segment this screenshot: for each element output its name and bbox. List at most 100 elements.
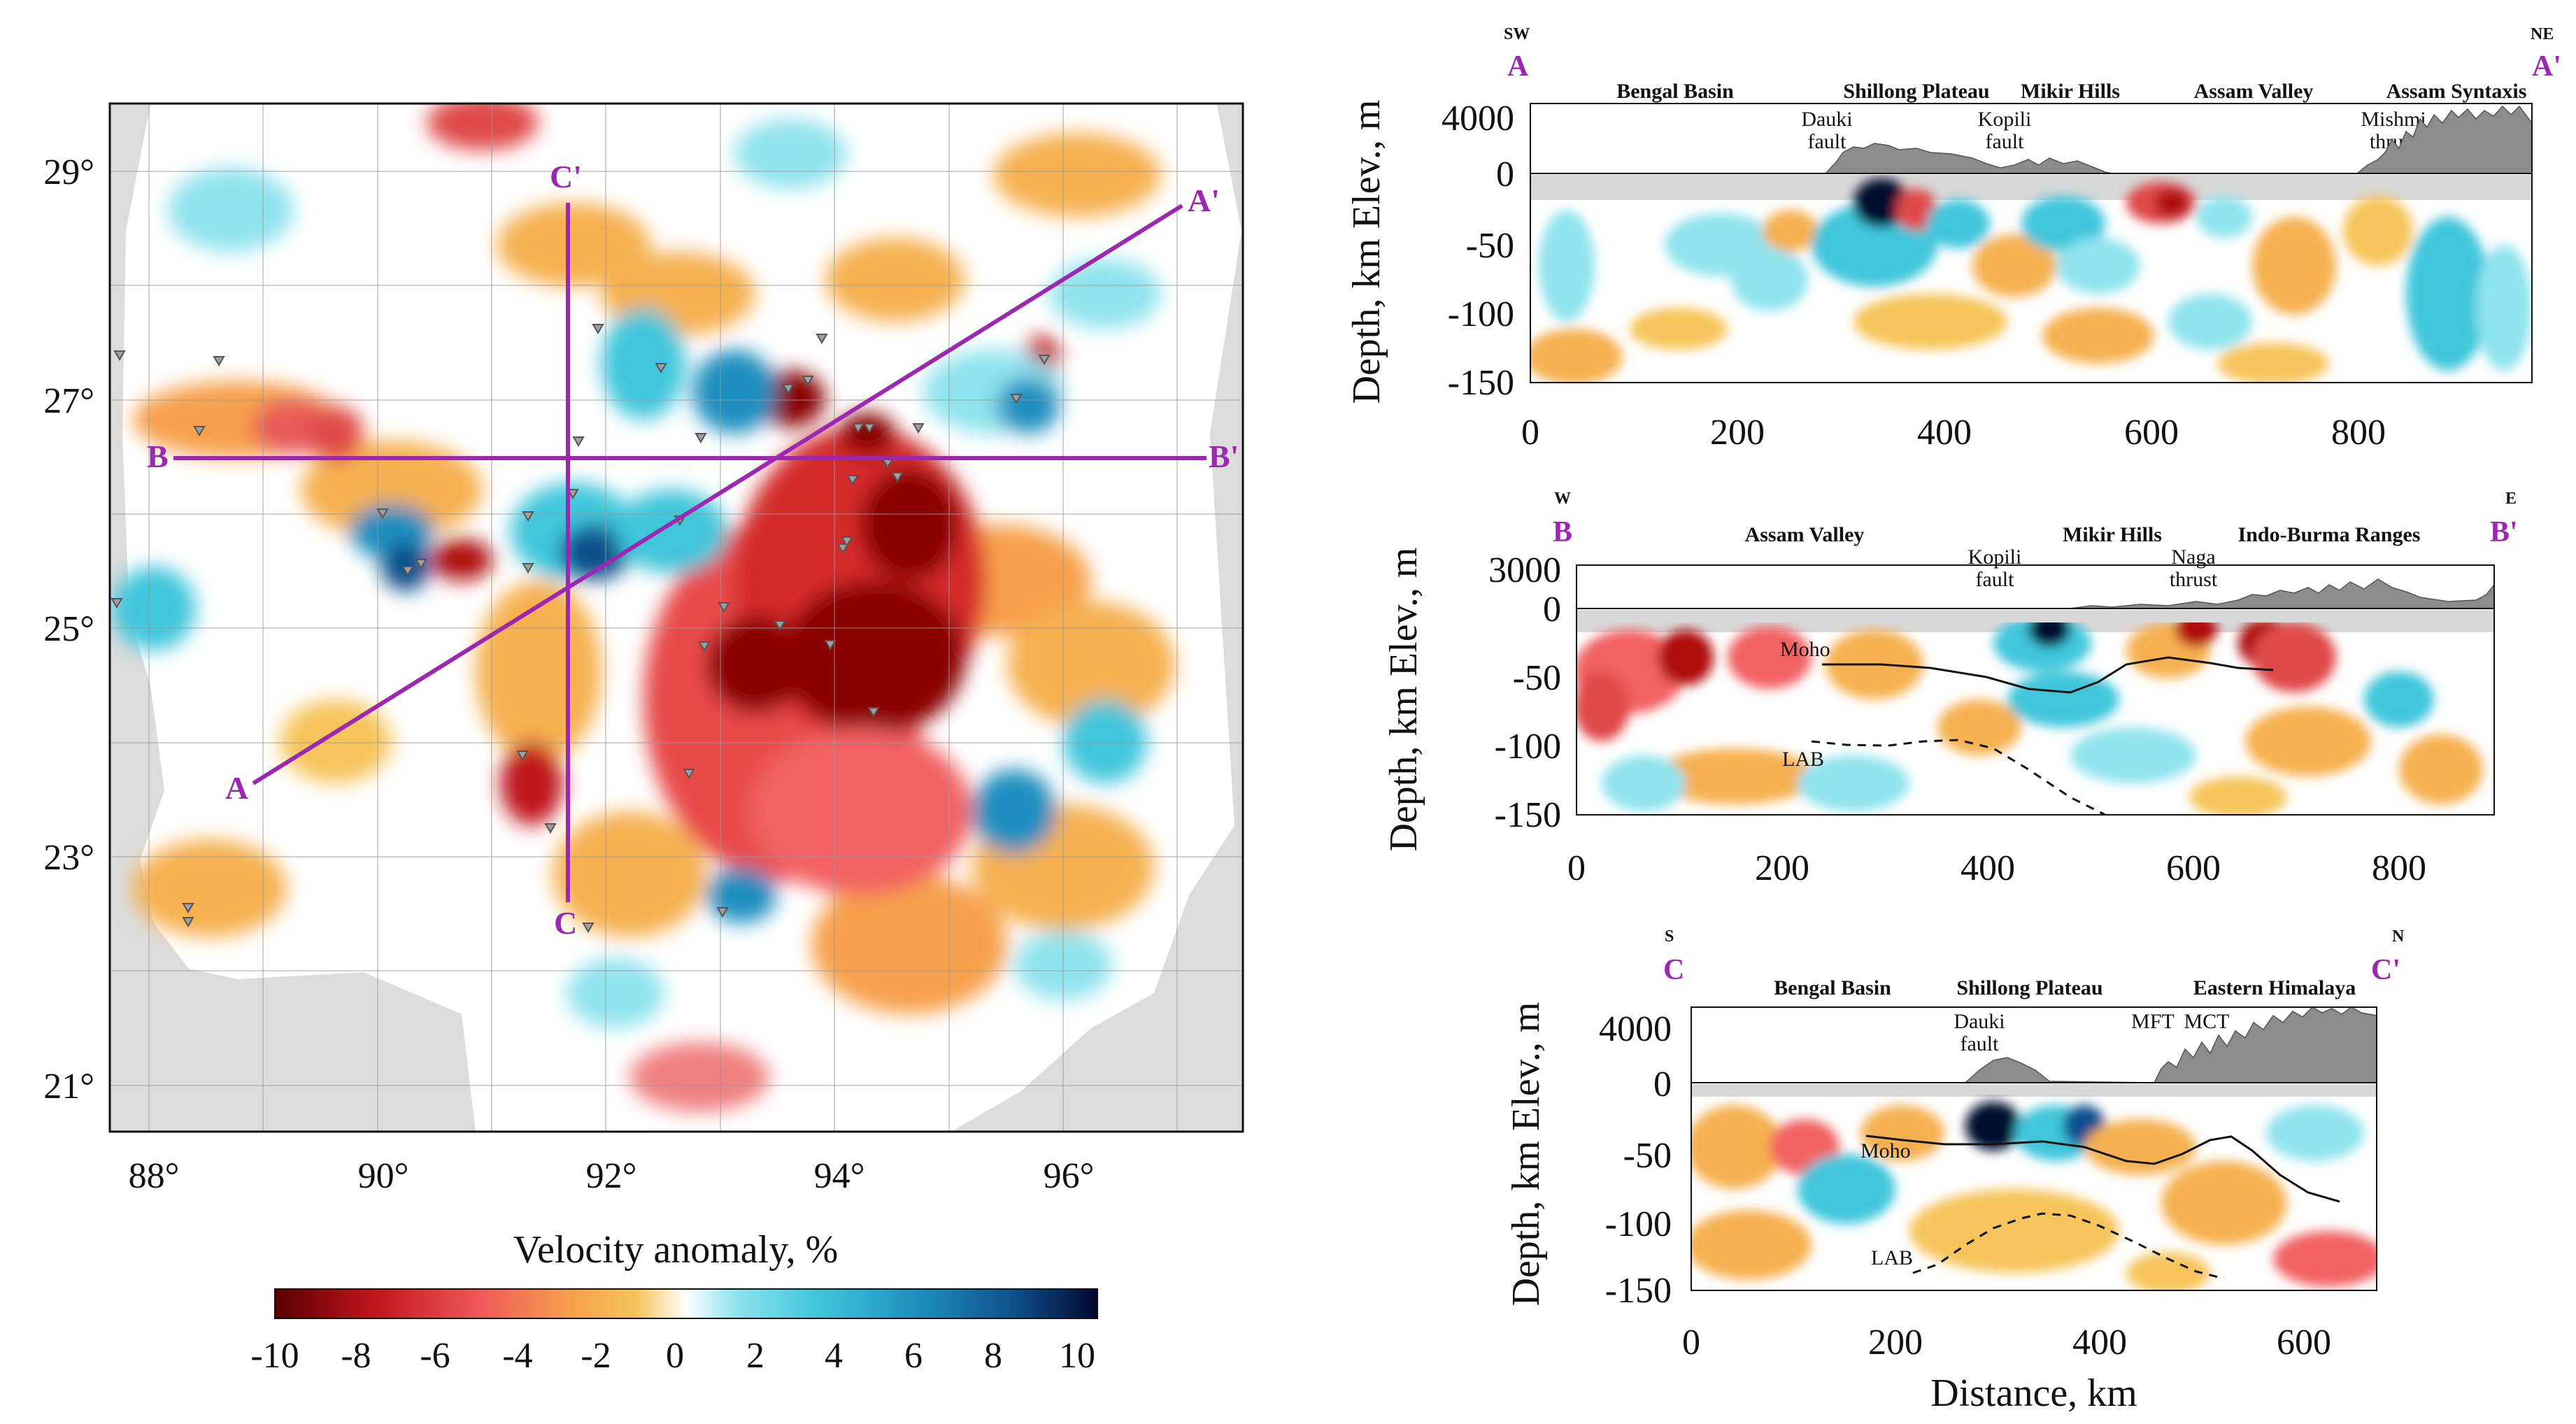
distance-tick: 200 xyxy=(1710,413,1765,453)
region-label: Shillong Plateau xyxy=(1956,976,2102,999)
elev-tick: 0 xyxy=(1543,590,1561,629)
section-dir-end: N xyxy=(2392,927,2405,946)
elev-tick: 4000 xyxy=(1599,1009,1672,1049)
region-label: Bengal Basin xyxy=(1616,80,1734,103)
distance-tick: 600 xyxy=(2277,1323,2331,1362)
profile-line-aa xyxy=(252,204,1183,785)
region-label: Shillong Plateau xyxy=(1843,80,1989,103)
section-bb: W E B B' Assam Valley Mikir Hills Indo-B… xyxy=(1382,490,2518,888)
moho-label: Moho xyxy=(1860,1139,1911,1162)
feature-label: MFT xyxy=(2131,1010,2175,1033)
lab-line xyxy=(1811,739,2106,816)
region-label: Assam Valley xyxy=(1745,523,1865,546)
section-dir-end: E xyxy=(2505,490,2517,508)
region-label: Mikir Hills xyxy=(2063,523,2162,546)
distance-tick: 200 xyxy=(1755,848,1809,888)
section-dir-start: W xyxy=(1554,490,1571,508)
profile-label-b-prime: B' xyxy=(1209,439,1239,474)
feature-label: Kopili fault xyxy=(1978,108,2032,153)
colorbar-tick: 0 xyxy=(666,1336,684,1376)
region-label: Indo-Burma Ranges xyxy=(2238,523,2421,546)
region-label: Eastern Himalaya xyxy=(2193,976,2356,999)
section-cc: S N C C' Bengal Basin Shillong Plateau E… xyxy=(1504,927,2405,1415)
velocity-anomaly-map: A A' B B' C C' 29° 27° 25° 23° 21° 88° 9… xyxy=(43,102,1244,1196)
colorbar-tick: -2 xyxy=(581,1336,611,1376)
moho-label: Moho xyxy=(1780,638,1830,661)
lab-label: LAB xyxy=(1782,748,1824,771)
colorbar-tick: -10 xyxy=(250,1336,299,1376)
section-end-label: A' xyxy=(2532,50,2561,83)
section-end-label: C' xyxy=(2371,954,2400,986)
moho-line xyxy=(1865,1134,2340,1203)
section-y-axis-label: Depth, km Elev., m xyxy=(1345,100,1388,404)
station-markers xyxy=(111,324,1051,933)
distance-tick: 400 xyxy=(1917,413,1972,453)
profile-label-c-prime: C' xyxy=(550,159,582,194)
latitude-labels: 29° 27° 25° 23° 21° xyxy=(43,152,94,1106)
colorbar-tick: 8 xyxy=(984,1336,1002,1376)
topography-profile xyxy=(1691,1006,2377,1083)
section-dir-start: S xyxy=(1665,927,1674,946)
feature-line: fault xyxy=(1986,130,2025,153)
lat-label: 29° xyxy=(43,152,94,192)
section-start-label: B xyxy=(1553,516,1572,548)
lon-label: 92° xyxy=(586,1156,637,1196)
lab-line xyxy=(1912,1212,2225,1280)
feature-line: thrust xyxy=(2170,568,2218,591)
feature-line: Mishmi xyxy=(2361,108,2426,131)
section-end-label: B' xyxy=(2490,516,2518,548)
lon-label: 90° xyxy=(358,1156,409,1196)
feature-line: fault xyxy=(1976,568,2015,591)
colorbar-tick: 10 xyxy=(1059,1336,1095,1376)
lat-label: 27° xyxy=(43,381,94,421)
colorbar-tick: -4 xyxy=(502,1336,532,1376)
distance-tick: 800 xyxy=(2331,413,2386,453)
lon-label: 96° xyxy=(1044,1156,1095,1196)
feature-label: Kopili fault xyxy=(1968,546,2022,591)
depth-tick: -100 xyxy=(1448,294,1514,334)
colorbar-title: Velocity anomaly, % xyxy=(513,1228,838,1272)
colorbar-tick: -6 xyxy=(420,1336,450,1376)
region-label: Mikir Hills xyxy=(2021,80,2120,103)
region-label: Assam Valley xyxy=(2194,80,2314,103)
section-start-label: C xyxy=(1663,954,1684,986)
lon-label: 94° xyxy=(814,1156,865,1196)
depth-tick: -150 xyxy=(1448,363,1514,403)
depth-tick: -100 xyxy=(1495,727,1561,767)
distance-tick: 600 xyxy=(2166,848,2221,888)
feature-line: Dauki xyxy=(1954,1010,2005,1033)
distance-tick: 0 xyxy=(1567,848,1586,888)
depth-tick: -50 xyxy=(1466,226,1514,266)
lat-label: 25° xyxy=(43,609,94,649)
longitude-labels: 88° 90° 92° 94° 96° xyxy=(129,1156,1095,1196)
section-start-label: A xyxy=(1507,50,1529,83)
lab-label: LAB xyxy=(1871,1246,1913,1269)
depth-tick: -50 xyxy=(1623,1136,1672,1176)
feature-line: fault xyxy=(1808,130,1847,153)
section-y-axis-label: Depth, km Elev., m xyxy=(1504,1002,1548,1306)
distance-tick: 800 xyxy=(2372,848,2426,888)
depth-tick: -100 xyxy=(1605,1204,1672,1244)
region-label: Assam Syntaxis xyxy=(2386,80,2527,103)
lat-label: 23° xyxy=(43,838,94,878)
section-y-axis-label: Depth, km Elev., m xyxy=(1382,548,1425,852)
colorbar-gradient xyxy=(274,1288,1098,1319)
section-x-axis-label: Distance, km xyxy=(1930,1372,2137,1415)
distance-tick: 0 xyxy=(1682,1323,1700,1362)
depth-tick: -50 xyxy=(1513,658,1561,698)
topography-profile xyxy=(1577,578,2495,609)
region-label: Bengal Basin xyxy=(1774,976,1891,999)
section-dir-end: NE xyxy=(2531,25,2554,43)
feature-line: Kopili xyxy=(1978,108,2032,131)
distance-tick: 400 xyxy=(2072,1323,2127,1362)
elev-tick: 0 xyxy=(1496,155,1514,194)
moho-line xyxy=(1822,656,2274,694)
depth-tick: -150 xyxy=(1605,1271,1672,1311)
feature-label: Dauki fault xyxy=(1801,108,1852,153)
elev-tick: 0 xyxy=(1653,1065,1672,1104)
colorbar-tick: 2 xyxy=(746,1336,764,1376)
colorbar: Velocity anomaly, % -10 -8 -6 -4 -2 0 2 … xyxy=(250,1228,1098,1376)
profile-label-c: C xyxy=(554,905,577,941)
distance-tick: 400 xyxy=(1961,848,2015,888)
depth-tick: -150 xyxy=(1495,795,1561,835)
